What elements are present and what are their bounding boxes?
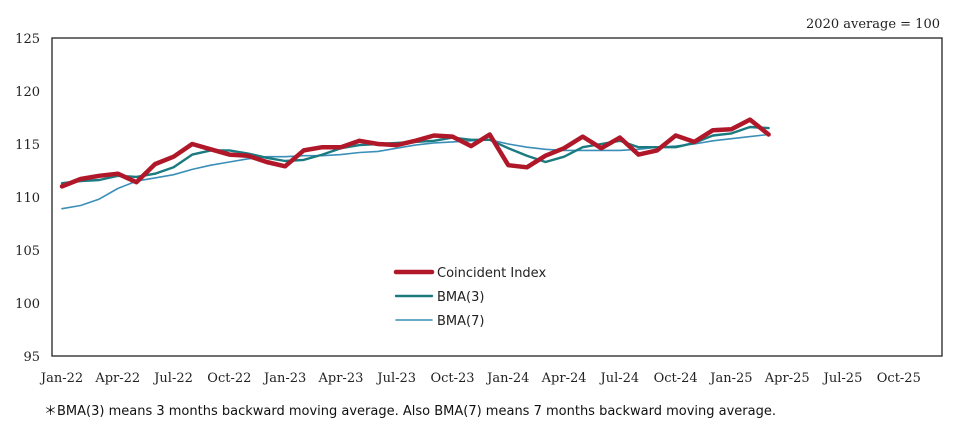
y-axis: 95 100 105 110 115 120 125	[15, 32, 40, 365]
y-tick-label: 125	[15, 32, 40, 47]
legend-label: Coincident Index	[437, 266, 546, 281]
footnote: ＊BMA(3) means 3 months backward moving a…	[44, 404, 776, 419]
y-tick-label: 95	[23, 350, 40, 365]
x-axis: Jan-22 Apr-22 Jul-22 Oct-22 Jan-23 Apr-23 Jul-…	[39, 371, 921, 386]
x-tick-label: Apr-25	[764, 371, 810, 386]
series-line-bma-3	[60, 125, 770, 185]
series-lines	[59, 117, 771, 210]
legend-label: BMA(7)	[437, 314, 484, 329]
x-tick-label: Jul-23	[375, 371, 416, 386]
y-tick-label: 120	[15, 85, 40, 100]
x-tick-label: Jan-22	[39, 371, 83, 386]
y-tick-label: 105	[15, 244, 40, 259]
x-tick-label: Jul-22	[152, 371, 193, 386]
x-tick-label: Apr-22	[94, 371, 140, 386]
y-tick-label: 110	[15, 191, 40, 206]
x-tick-label: Jul-24	[599, 371, 640, 386]
legend-label: BMA(3)	[437, 290, 484, 305]
x-tick-label: Oct-25	[877, 371, 921, 386]
y-tick-label: 100	[15, 297, 40, 312]
plot-frame	[51, 37, 943, 357]
x-tick-label: Jan-24	[485, 371, 529, 386]
x-tick-label: Oct-24	[654, 371, 698, 386]
x-tick-label: Jul-25	[822, 371, 863, 386]
base-note: 2020 average = 100	[806, 17, 940, 32]
x-tick-label: Jan-23	[262, 371, 306, 386]
x-tick-label: Oct-23	[430, 371, 474, 386]
series-line-coincident-index	[59, 117, 771, 189]
x-tick-label: Oct-22	[207, 371, 251, 386]
x-tick-label: Jan-25	[708, 371, 752, 386]
x-tick-label: Apr-24	[541, 371, 587, 386]
x-tick-label: Apr-23	[318, 371, 364, 386]
y-tick-label: 115	[15, 138, 40, 153]
legend: Coincident Index BMA(3) BMA(7)	[393, 266, 546, 329]
